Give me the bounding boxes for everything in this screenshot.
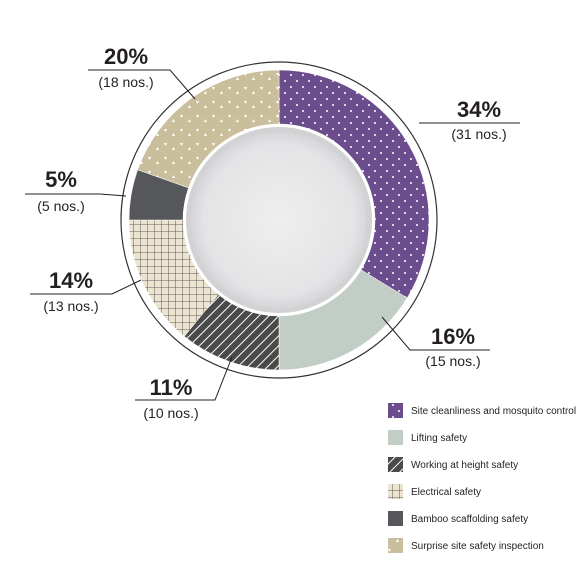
count-label-lifting-safety: (15 nos.) bbox=[425, 353, 480, 369]
leader-line-working-at-height-safety bbox=[135, 356, 233, 401]
donut-hole bbox=[191, 132, 367, 308]
leader-line-electrical-safety bbox=[30, 279, 142, 295]
legend-label-lifting-safety: Lifting safety bbox=[411, 433, 467, 444]
legend-swatch-working-at-height-safety bbox=[388, 457, 403, 472]
percent-label-site-cleanliness-and-mosquito-control: 34% bbox=[457, 97, 501, 122]
slice-labels: 34% (31 nos.) 16% (15 nos.) 11% (10 nos.) 14% (… bbox=[25, 44, 520, 421]
pie-slices bbox=[128, 69, 430, 371]
legend-swatch-lifting-safety bbox=[388, 430, 403, 445]
outer-ring bbox=[120, 61, 438, 379]
count-label-site-cleanliness-and-mosquito-control: (31 nos.) bbox=[451, 126, 506, 142]
count-label-surprise-site-safety-inspection: (18 nos.) bbox=[98, 74, 153, 90]
legend-swatch-electrical-safety bbox=[388, 484, 403, 499]
legend-label-bamboo-scaffolding-safety: Bamboo scaffolding safety bbox=[411, 514, 528, 525]
count-label-working-at-height-safety: (10 nos.) bbox=[143, 405, 198, 421]
percent-label-lifting-safety: 16% bbox=[431, 324, 475, 349]
legend-label-surprise-site-safety-inspection: Surprise site safety inspection bbox=[411, 541, 544, 552]
legend-label-site-cleanliness-and-mosquito-control: Site cleanliness and mosquito control bbox=[411, 406, 576, 417]
legend-swatch-surprise-site-safety-inspection bbox=[388, 538, 403, 553]
percent-label-bamboo-scaffolding-safety: 5% bbox=[45, 167, 77, 192]
count-label-bamboo-scaffolding-safety: (5 nos.) bbox=[37, 198, 84, 214]
percent-label-surprise-site-safety-inspection: 20% bbox=[104, 44, 148, 69]
legend-swatch-site-cleanliness-and-mosquito-control bbox=[388, 403, 403, 418]
legend-swatch-bamboo-scaffolding-safety bbox=[388, 511, 403, 526]
leader-line-surprise-site-safety-inspection bbox=[88, 69, 196, 100]
percent-label-working-at-height-safety: 11% bbox=[150, 375, 193, 400]
legend: Site cleanliness and mosquito control Lif… bbox=[388, 403, 576, 553]
leader-line-lifting-safety bbox=[381, 316, 490, 351]
leader-line-bamboo-scaffolding-safety bbox=[25, 193, 127, 197]
count-label-electrical-safety: (13 nos.) bbox=[43, 298, 98, 314]
percent-label-electrical-safety: 14% bbox=[49, 268, 93, 293]
legend-label-working-at-height-safety: Working at height safety bbox=[411, 460, 518, 471]
legend-label-electrical-safety: Electrical safety bbox=[411, 487, 481, 498]
